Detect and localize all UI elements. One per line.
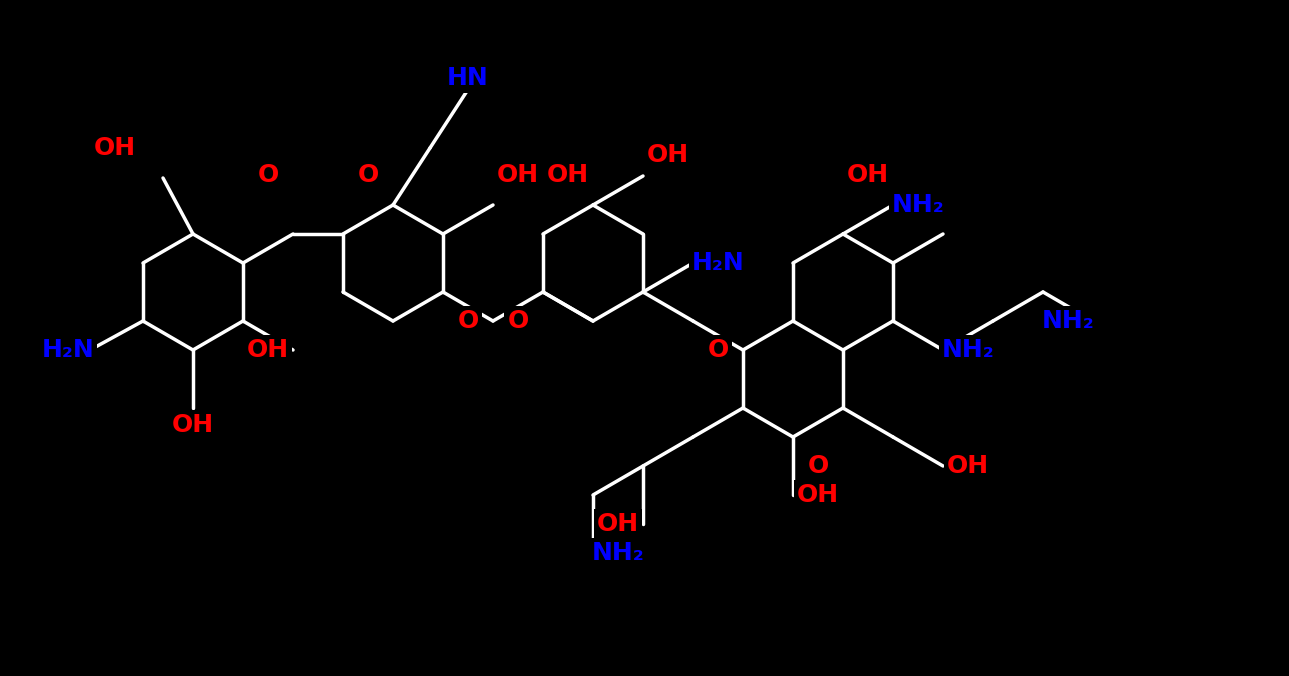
Text: O: O: [508, 309, 528, 333]
Text: O: O: [458, 309, 478, 333]
Text: NH₂: NH₂: [592, 541, 644, 565]
Text: OH: OH: [94, 136, 137, 160]
Text: OH: OH: [947, 454, 989, 478]
Text: OH: OH: [597, 512, 639, 536]
Text: NH₂: NH₂: [942, 338, 994, 362]
Text: OH: OH: [847, 163, 889, 187]
Text: H₂N: H₂N: [41, 338, 94, 362]
Text: O: O: [708, 338, 728, 362]
Text: HN: HN: [447, 66, 489, 90]
Text: NH₂: NH₂: [1042, 309, 1094, 333]
Text: OH: OH: [797, 483, 839, 507]
Text: NH₂: NH₂: [892, 193, 945, 217]
Text: OH: OH: [171, 413, 214, 437]
Text: O: O: [357, 163, 379, 187]
Text: O: O: [258, 163, 278, 187]
Text: O: O: [807, 454, 829, 478]
Text: OH: OH: [498, 163, 539, 187]
Text: H₂N: H₂N: [692, 251, 744, 275]
Text: OH: OH: [547, 163, 589, 187]
Text: OH: OH: [647, 143, 690, 167]
Text: OH: OH: [247, 338, 289, 362]
